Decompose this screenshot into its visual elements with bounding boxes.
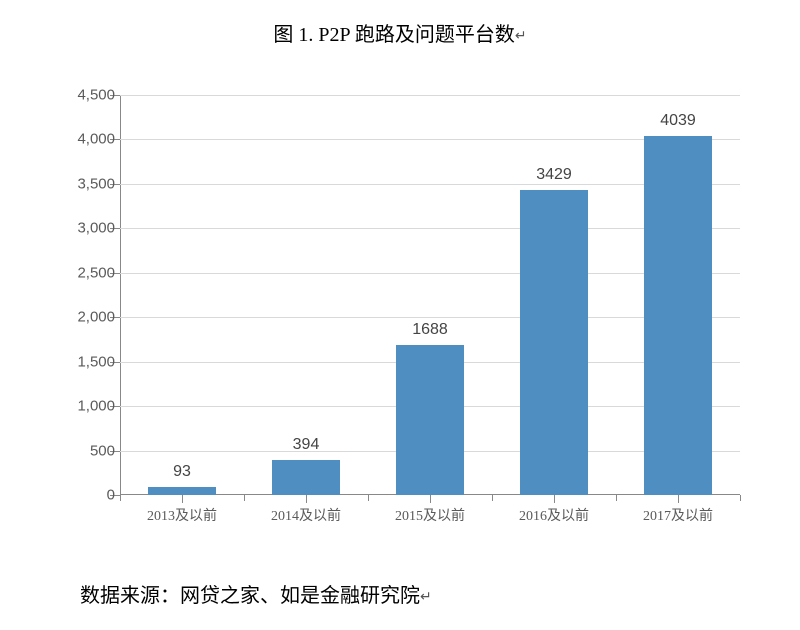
title-eol-mark: ↵: [515, 29, 527, 44]
x-boundary-tick: [368, 495, 369, 501]
y-tick-label: 500: [60, 442, 115, 459]
bar: [644, 136, 712, 495]
y-tick-label: 2,500: [60, 264, 115, 281]
chart-title-text: 图 1. P2P 跑路及问题平台数: [273, 24, 515, 46]
bar-value-label: 394: [293, 436, 320, 454]
source-line: 数据来源：网贷之家、如是金融研究院↵: [80, 579, 432, 608]
y-tick-label: 3,000: [60, 220, 115, 237]
x-boundary-tick: [120, 495, 121, 501]
chart-area: 0 500 1,000 1,500 2,000 2,500 3,000 3,500 4,000 4…: [60, 85, 760, 545]
x-boundary-tick: [740, 495, 741, 501]
x-tick-label: 2015及以前: [395, 505, 465, 525]
bar: [148, 487, 216, 495]
y-tick-label: 1,500: [60, 353, 115, 370]
gridline: [120, 95, 740, 96]
source-eol-mark: ↵: [420, 590, 432, 605]
source-text: 数据来源：网贷之家、如是金融研究院: [80, 585, 420, 607]
y-tick-label: 4,000: [60, 131, 115, 148]
x-boundary-tick: [244, 495, 245, 501]
x-tick-label: 2014及以前: [271, 505, 341, 525]
bar-value-label: 3429: [536, 166, 572, 184]
bar: [520, 190, 588, 495]
y-tick-label: 4,500: [60, 87, 115, 104]
x-tick: [182, 495, 183, 503]
bar-value-label: 93: [173, 463, 191, 481]
y-axis: [120, 95, 121, 495]
y-tick-label: 2,000: [60, 309, 115, 326]
x-tick-label: 2017及以前: [643, 505, 713, 525]
y-tick-label: 0: [60, 487, 115, 504]
x-tick-label: 2016及以前: [519, 505, 589, 525]
bar: [396, 345, 464, 495]
x-boundary-tick: [616, 495, 617, 501]
x-tick: [306, 495, 307, 503]
x-boundary-tick: [492, 495, 493, 501]
x-tick: [678, 495, 679, 503]
chart-title: 图 1. P2P 跑路及问题平台数↵: [0, 0, 800, 47]
x-tick-label: 2013及以前: [147, 505, 217, 525]
x-tick: [554, 495, 555, 503]
x-tick: [430, 495, 431, 503]
bar: [272, 460, 340, 495]
bar-chart: 05001,0001,5002,0002,5003,0003,5004,0004…: [120, 95, 740, 495]
bar-value-label: 1688: [412, 321, 448, 339]
y-tick-label: 1,000: [60, 398, 115, 415]
y-tick-label: 3,500: [60, 175, 115, 192]
bar-value-label: 4039: [660, 112, 696, 130]
